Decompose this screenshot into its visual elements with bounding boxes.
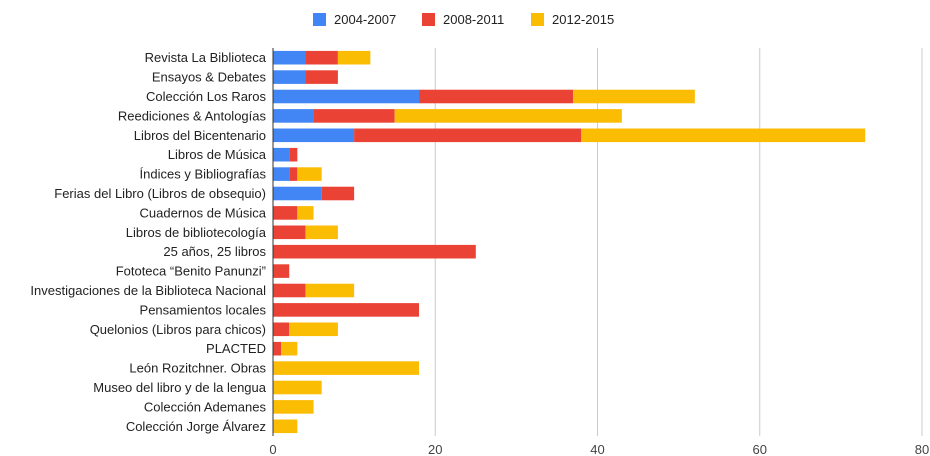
x-tick-label: 40 [590, 442, 604, 456]
bar-13-series-1 [273, 303, 420, 317]
bar-0-series-2 [337, 50, 371, 65]
legend-label-2: 2012-2015 [552, 12, 614, 27]
category-label: Ferias del Libro (Libros de obsequio) [54, 186, 266, 201]
bar-15-series-2 [281, 341, 298, 356]
category-label: Libros de bibliotecología [126, 225, 267, 240]
bars [273, 50, 866, 434]
bar-9-series-2 [305, 225, 338, 240]
bar-6-series-2 [297, 167, 322, 181]
legend-swatch-0 [313, 13, 326, 26]
category-label: Índices y Bibliografías [140, 167, 267, 182]
legend-swatch-2 [531, 13, 544, 26]
legend-label-1: 2008-2011 [443, 12, 504, 27]
category-label: Quelonios (Libros para chicos) [90, 322, 266, 337]
bar-1-series-0 [273, 70, 306, 84]
bar-3-series-0 [273, 109, 314, 123]
gridlines [434, 48, 923, 436]
bar-7-series-1 [321, 186, 355, 201]
category-label: Revista La Biblioteca [145, 50, 267, 65]
bar-18-series-2 [273, 400, 314, 414]
bar-11-series-1 [273, 264, 290, 278]
bar-6-series-0 [273, 167, 290, 181]
bar-19-series-2 [273, 419, 298, 434]
x-tick-label: 20 [428, 442, 442, 456]
bar-14-series-1 [273, 322, 290, 337]
category-label: León Rozitchner. Obras [129, 361, 266, 376]
bar-14-series-2 [289, 322, 338, 337]
bar-2-series-2 [573, 89, 695, 104]
x-tick-label: 80 [915, 442, 929, 456]
category-label: Libros de Música [168, 147, 267, 162]
category-label: Investigaciones de la Biblioteca Naciona… [30, 283, 266, 298]
bar-8-series-1 [273, 206, 298, 220]
bar-7-series-0 [273, 186, 322, 201]
bar-0-series-0 [273, 50, 306, 65]
bar-15-series-1 [273, 341, 282, 356]
category-label: 25 años, 25 libros [163, 244, 266, 259]
category-label: Colección Ademanes [144, 399, 267, 414]
bar-3-series-2 [394, 109, 622, 123]
category-label: Pensamientos locales [140, 302, 267, 317]
bar-2-series-1 [419, 89, 574, 104]
bar-1-series-1 [305, 70, 338, 84]
x-tick-label: 60 [753, 442, 767, 456]
category-labels: Revista La Biblioteca Ensayos & Debates Co… [30, 50, 266, 434]
bar-12-series-2 [305, 283, 355, 298]
bar-12-series-1 [273, 283, 306, 298]
bar-16-series-2 [273, 361, 420, 375]
category-label: Ensayos & Debates [152, 70, 267, 85]
bar-4-series-1 [354, 128, 582, 143]
category-label: PLACTED [206, 341, 266, 356]
bar-5-series-1 [289, 147, 298, 162]
category-label: Museo del libro y de la lengua [93, 380, 266, 395]
bar-0-series-1 [305, 50, 338, 65]
category-label: Libros del Bicentenario [134, 128, 266, 143]
bar-4-series-2 [581, 128, 866, 143]
bar-9-series-1 [273, 225, 306, 240]
bar-8-series-2 [297, 206, 314, 220]
category-label: Fototeca “Benito Panunzi” [116, 264, 266, 279]
bar-4-series-0 [273, 128, 355, 143]
bar-10-series-1 [273, 244, 476, 259]
category-label: Cuadernos de Música [140, 205, 267, 220]
x-tick-label: 0 [269, 442, 276, 456]
category-label: Colección Jorge Álvarez [126, 419, 266, 434]
bar-5-series-0 [273, 147, 290, 162]
category-label: Reediciones & Antologías [118, 108, 267, 123]
bar-2-series-0 [273, 89, 420, 104]
bar-17-series-2 [273, 380, 322, 395]
legend-label-0: 2004-2007 [334, 12, 396, 27]
legend-swatch-1 [422, 13, 435, 26]
category-label: Colección Los Raros [146, 89, 266, 104]
x-axis-ticks: 0 20 40 60 80 [269, 442, 929, 456]
bar-3-series-1 [313, 109, 395, 123]
bar-6-series-1 [289, 167, 298, 181]
legend: 2004-2007 2008-2011 2012-2015 [313, 12, 614, 27]
